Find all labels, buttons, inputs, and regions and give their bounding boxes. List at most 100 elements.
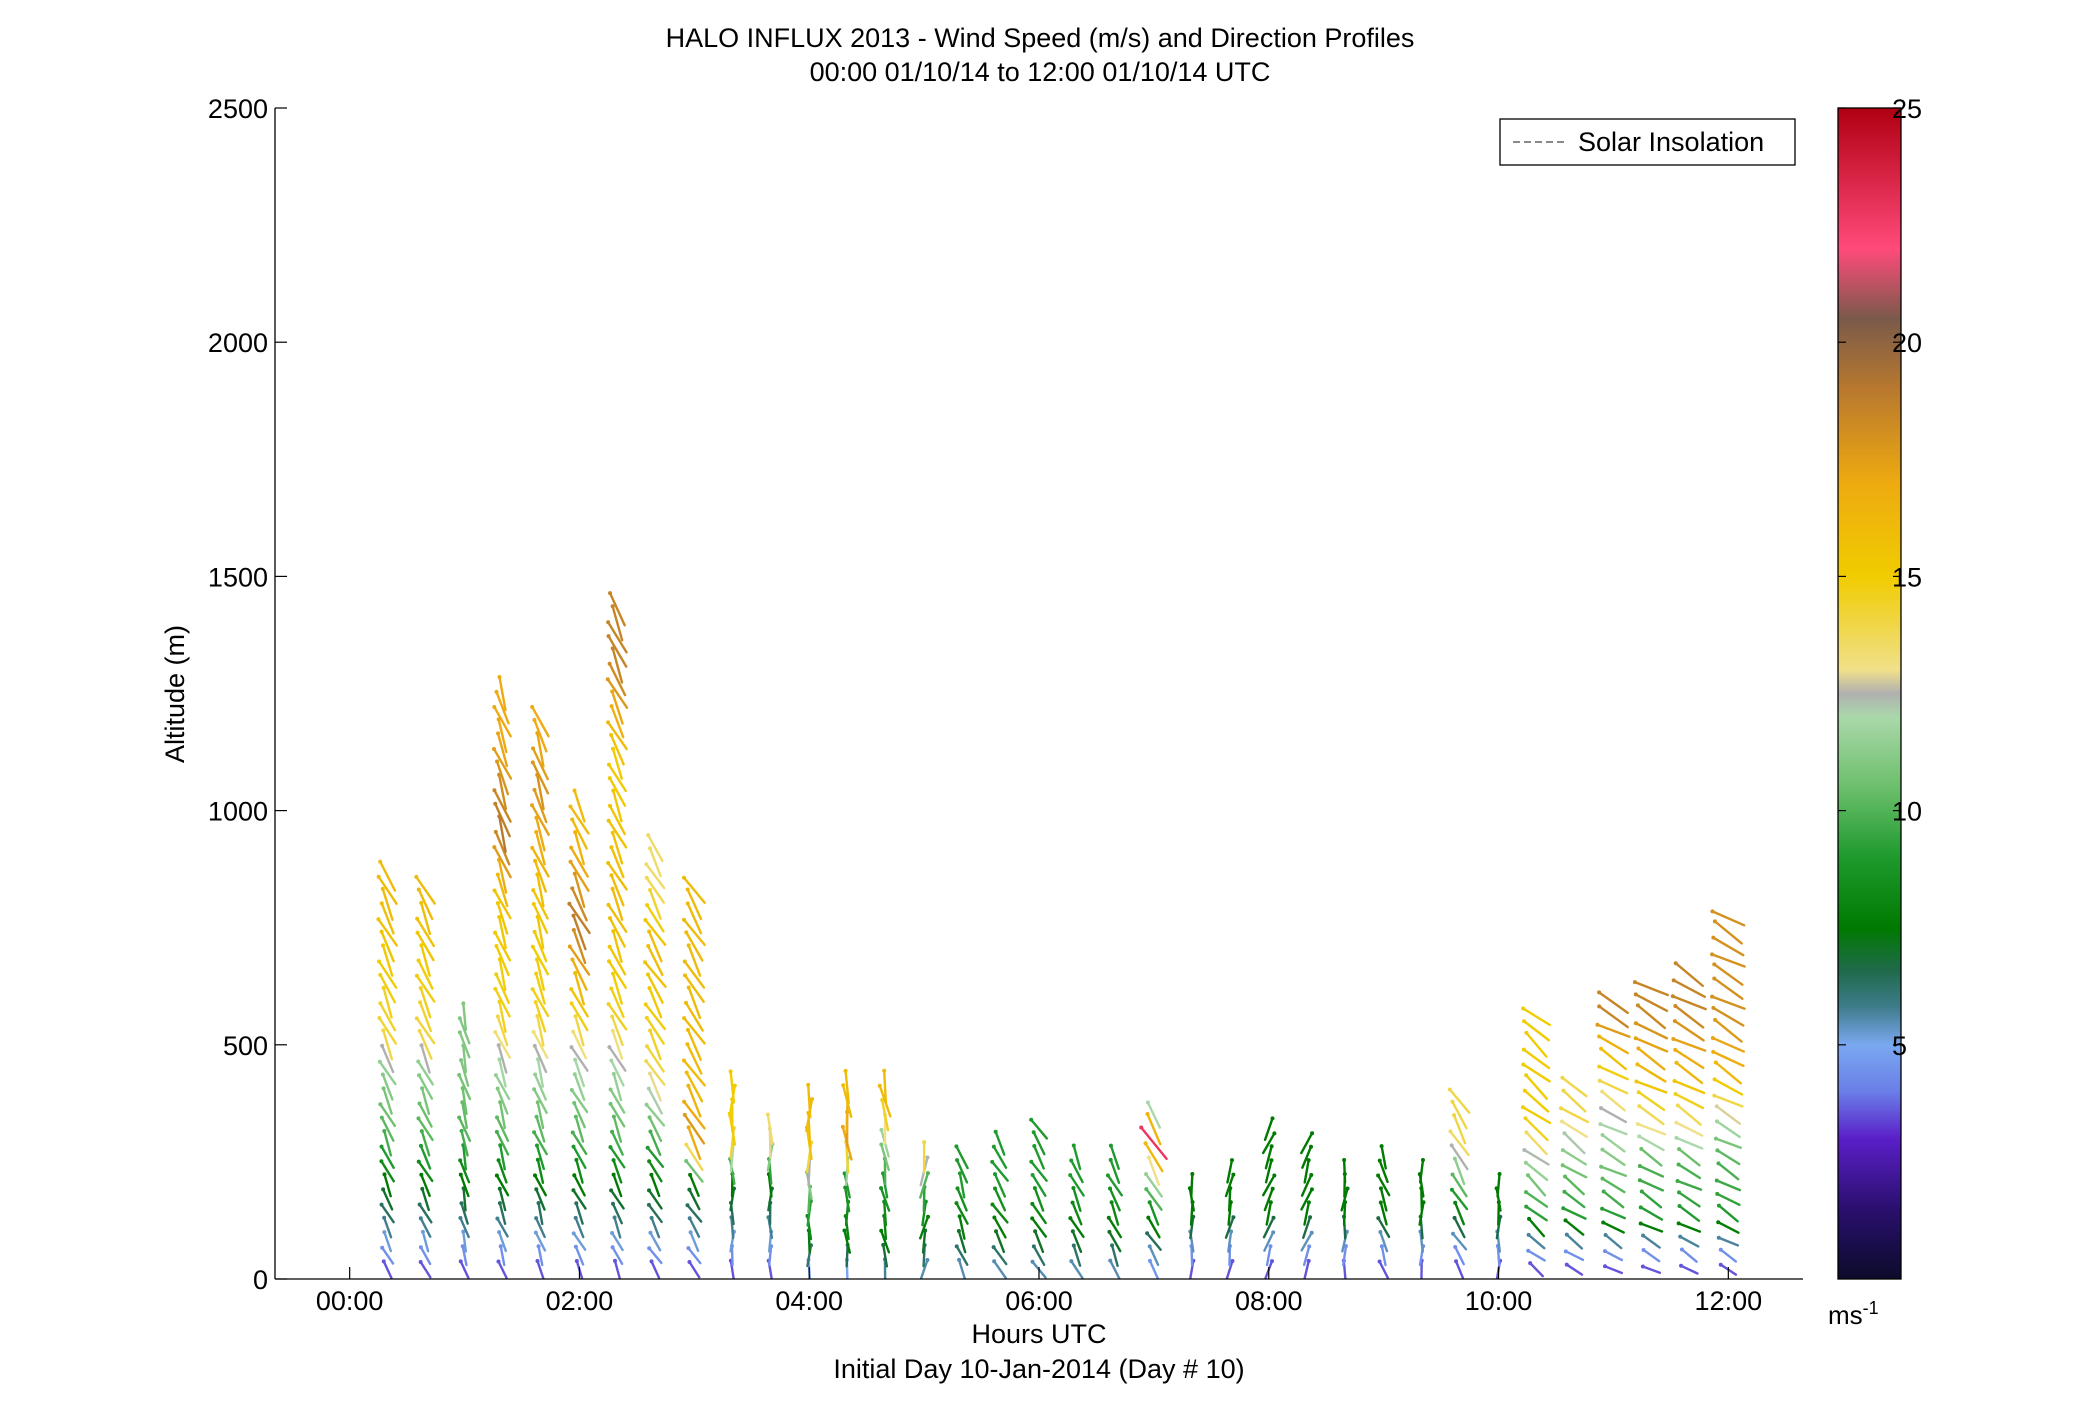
wind-barb-tip <box>419 1172 424 1177</box>
wind-barb-tip <box>1710 1036 1715 1041</box>
wind-barb <box>1600 1090 1626 1112</box>
wind-barb <box>955 1245 969 1266</box>
wind-profile <box>765 1112 775 1279</box>
wind-barb-tip <box>419 900 424 905</box>
wind-barb-tip <box>882 1068 887 1073</box>
wind-barb-tip <box>417 1202 422 1207</box>
wind-barb-tip <box>568 804 573 809</box>
wind-profile <box>567 788 591 1279</box>
wind-barb <box>644 918 667 946</box>
wind-barb <box>1525 1131 1548 1156</box>
wind-barb <box>1597 991 1629 1015</box>
wind-barb <box>1677 1191 1701 1208</box>
wind-barb <box>1110 1201 1120 1226</box>
wind-barb <box>608 591 626 627</box>
wind-barb-tip <box>954 1144 959 1149</box>
wind-barb-tip <box>457 1030 462 1035</box>
wind-barb <box>419 986 432 1019</box>
wind-barb <box>419 1144 432 1170</box>
wind-barb-tip <box>1069 1259 1074 1264</box>
wind-barb <box>648 1029 662 1061</box>
wind-barb <box>1109 1158 1121 1184</box>
wind-barb <box>496 1015 509 1047</box>
wind-barb-tip <box>925 1155 930 1160</box>
wind-barb <box>382 986 393 1019</box>
wind-barb-tip <box>1231 1172 1236 1177</box>
wind-barb <box>1525 1205 1548 1222</box>
wind-barb <box>1376 1174 1391 1197</box>
wind-barb <box>498 1187 507 1212</box>
wind-barb <box>570 1002 589 1032</box>
wind-barb-tip <box>842 1228 847 1233</box>
wind-barb <box>1640 1190 1663 1209</box>
wind-barb-tip <box>1452 1215 1457 1220</box>
wind-barb-tip <box>1674 1135 1679 1140</box>
wind-profile <box>919 1140 931 1279</box>
wind-barb-tip <box>1676 1162 1681 1167</box>
wind-barb <box>608 1045 627 1072</box>
wind-barb <box>1716 1221 1740 1234</box>
wind-barb <box>1302 1215 1312 1239</box>
wind-barb <box>841 1084 853 1118</box>
wind-barb <box>535 1144 546 1171</box>
wind-barb <box>644 1003 667 1031</box>
wind-barb <box>1673 1079 1706 1095</box>
wind-barb <box>921 1200 927 1227</box>
wind-barb-tip <box>1378 1229 1383 1234</box>
wind-barb-tip <box>1715 1191 1720 1196</box>
wind-barb <box>1716 1192 1741 1207</box>
wind-barb <box>381 1073 394 1101</box>
wind-barb <box>498 1058 507 1088</box>
wind-barb-tip <box>1268 1244 1273 1249</box>
wind-profile <box>1632 980 1669 1274</box>
wind-barb <box>1715 1105 1742 1125</box>
wind-barb <box>458 1159 471 1184</box>
wind-barb <box>1379 1201 1388 1226</box>
wind-barb <box>1719 1248 1738 1263</box>
wind-barb <box>1713 1018 1743 1043</box>
wind-barb <box>609 733 625 766</box>
wind-barb-tip <box>648 1129 653 1134</box>
wind-barb-tip <box>531 888 536 893</box>
wind-barb <box>608 804 626 836</box>
wind-barb <box>1106 1174 1123 1197</box>
wind-barb-tip <box>1716 1235 1721 1240</box>
wind-barb-tip <box>381 1259 386 1264</box>
wind-barb <box>537 1245 544 1267</box>
wind-barb <box>957 1229 967 1254</box>
wind-barb <box>570 987 589 1018</box>
wind-barb <box>535 958 546 991</box>
wind-barb <box>498 1100 507 1130</box>
wind-barb-tip <box>1712 976 1717 981</box>
wind-barb <box>806 1200 813 1227</box>
wind-barb <box>1453 1157 1466 1186</box>
wind-barb-tip <box>1602 1249 1607 1254</box>
colorbar: 5 10 15 20 25 ms-1 <box>1828 94 1922 1330</box>
wind-barbs-layer <box>376 591 1746 1279</box>
wind-barb-tip <box>1306 1200 1311 1205</box>
wind-barb <box>573 1101 586 1129</box>
wind-barb-tip <box>684 1070 689 1075</box>
wind-barb <box>419 1260 432 1279</box>
wind-barb <box>1524 1161 1549 1182</box>
wind-barb-tip <box>1376 1216 1381 1221</box>
wind-barb <box>645 1045 665 1073</box>
wind-barb <box>609 1145 626 1169</box>
wind-barb <box>570 1088 589 1114</box>
wind-barb <box>845 1243 849 1268</box>
wind-barb <box>1110 1244 1119 1268</box>
legend-entry-solar-insolation: Solar Insolation <box>1578 127 1764 157</box>
wind-barb <box>572 914 587 951</box>
wind-barb-tip <box>495 872 500 877</box>
wind-barb <box>610 690 624 725</box>
wind-barb <box>1030 1160 1048 1182</box>
wind-barb-tip <box>1597 990 1602 995</box>
wind-barb <box>492 747 513 780</box>
x-tick: 00:00 <box>316 1267 383 1316</box>
wind-barb <box>494 802 511 838</box>
wind-barb-tip <box>495 1014 500 1019</box>
wind-barb <box>646 833 664 863</box>
wind-barb <box>493 931 512 962</box>
wind-barb <box>1148 1201 1160 1226</box>
wind-barb <box>1564 1219 1585 1236</box>
